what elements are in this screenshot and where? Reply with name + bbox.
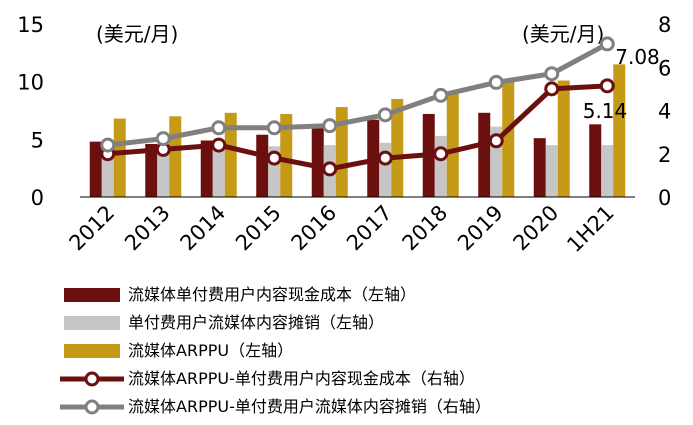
bar xyxy=(545,145,558,197)
bar xyxy=(533,138,546,197)
x-axis-tick-label: 2016 xyxy=(287,201,342,256)
legend-swatch-arppu-minus-amortization xyxy=(60,399,124,415)
bar xyxy=(157,152,170,197)
series-line xyxy=(107,83,608,172)
bar xyxy=(557,80,570,197)
right-axis-tick-label: 2 xyxy=(658,143,671,167)
x-axis-tick-label: 2015 xyxy=(231,201,286,256)
bar xyxy=(391,98,404,197)
series-line xyxy=(107,41,609,148)
data-label: 7.08 xyxy=(615,45,660,69)
left-axis-tick-label: 0 xyxy=(31,186,44,210)
right-axis-tick-label: 8 xyxy=(658,13,671,37)
line-point xyxy=(266,120,282,136)
legend-label-arppu-minus-amortization: 流媒体ARPPU-单付费用户流媒体内容摊销（右轴） xyxy=(128,397,491,416)
x-axis-tick-label: 2019 xyxy=(453,201,508,256)
legend-label-arppu: 流媒体ARPPU（左轴） xyxy=(128,341,294,360)
line-point xyxy=(322,161,338,177)
line-point xyxy=(433,146,449,162)
legend-item-cash-cost: 流媒体单付费用户内容现金成本（左轴） xyxy=(58,281,678,309)
legend-item-arppu-minus-amortization: 流媒体ARPPU-单付费用户流媒体内容摊销（右轴） xyxy=(58,393,678,421)
legend-item-arppu: 流媒体ARPPU（左轴） xyxy=(58,337,678,365)
line-point xyxy=(544,66,560,82)
x-axis-tick-label: 2014 xyxy=(176,201,231,256)
legend-swatch-cash-cost xyxy=(64,288,120,302)
right-axis-unit-label: (美元/月) xyxy=(522,22,604,46)
bar xyxy=(145,143,158,197)
legend-swatch-arppu xyxy=(64,344,120,358)
legend-item-arppu-minus-cash-cost: 流媒体ARPPU-单付费用户内容现金成本（右轴） xyxy=(58,365,678,393)
bar xyxy=(311,126,324,197)
bar xyxy=(113,118,126,197)
line-point xyxy=(377,150,393,166)
legend: 流媒体单付费用户内容现金成本（左轴） 单付费用户流媒体内容摊销（左轴） 流媒体A… xyxy=(58,281,678,421)
line-point xyxy=(488,133,504,149)
left-axis-unit-label: (美元/月) xyxy=(96,22,178,46)
bar xyxy=(212,148,225,197)
bar xyxy=(502,81,515,197)
bar xyxy=(256,134,269,197)
bar xyxy=(589,124,602,197)
line-point xyxy=(155,131,171,147)
bar xyxy=(224,112,237,197)
line-point xyxy=(544,81,560,97)
bar xyxy=(335,107,348,197)
line-point xyxy=(599,78,615,94)
x-axis-tick-label: 2020 xyxy=(509,201,564,256)
right-axis-tick-label: 6 xyxy=(658,56,671,80)
x-axis-tick-label: 2018 xyxy=(398,201,453,256)
bar xyxy=(478,112,491,197)
line-point xyxy=(599,36,615,52)
bar xyxy=(613,64,626,197)
bar xyxy=(446,92,459,197)
left-axis-tick-label: 10 xyxy=(17,71,44,95)
bar xyxy=(89,141,102,197)
line-point xyxy=(377,107,393,123)
line-point xyxy=(266,150,282,166)
x-axis-tick-label: 2017 xyxy=(342,201,397,256)
legend-swatch-amortization xyxy=(64,316,120,330)
x-axis-tick-label: 2013 xyxy=(120,201,175,256)
line-point xyxy=(100,137,116,153)
left-axis-tick-label: 15 xyxy=(17,13,44,37)
line-point xyxy=(322,118,338,134)
bar xyxy=(434,135,447,197)
legend-swatch-arppu-minus-cash-cost xyxy=(60,371,124,387)
data-label: 5.14 xyxy=(583,99,628,123)
line-point xyxy=(488,74,504,90)
legend-label-cash-cost: 流媒体单付费用户内容现金成本（左轴） xyxy=(128,285,417,304)
bar xyxy=(280,113,293,197)
line-point xyxy=(211,137,227,153)
line-point xyxy=(433,87,449,103)
x-axis-tick-label: 2012 xyxy=(65,201,120,256)
legend-label-arppu-minus-cash-cost: 流媒体ARPPU-单付费用户内容现金成本（右轴） xyxy=(128,369,475,388)
bar xyxy=(169,116,182,197)
legend-label-amortization: 单付费用户流媒体内容摊销（左轴） xyxy=(128,313,385,332)
x-axis-tick-label: 1H21 xyxy=(562,201,618,257)
bar xyxy=(101,154,114,197)
legend-item-amortization: 单付费用户流媒体内容摊销（左轴） xyxy=(58,309,678,337)
bar xyxy=(601,145,614,197)
left-axis-tick-label: 5 xyxy=(31,128,44,152)
line-point xyxy=(211,120,227,136)
right-axis-tick-label: 0 xyxy=(658,186,671,210)
bar xyxy=(200,140,213,197)
right-axis-tick-label: 4 xyxy=(658,100,671,124)
